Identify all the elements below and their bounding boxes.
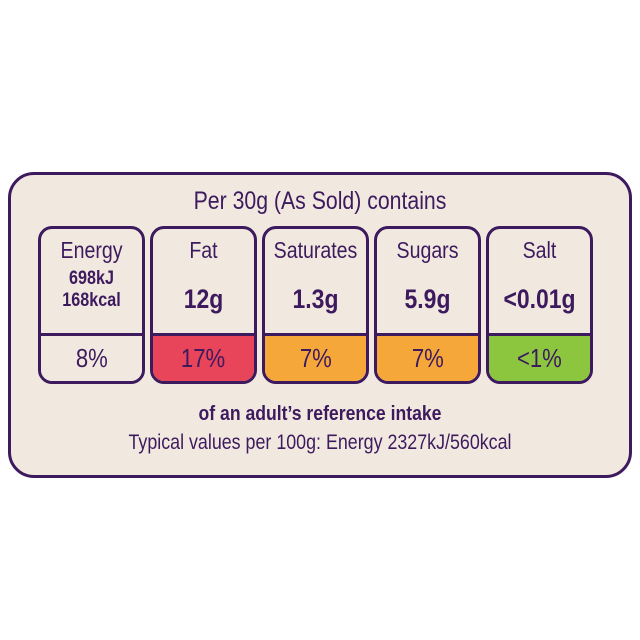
nutrient-name: Saturates [273, 237, 358, 263]
nutrient-percent: 17% [153, 336, 254, 381]
nutrient-name: Sugars [396, 237, 459, 263]
nutrition-label: Per 30g (As Sold) contains Energy 698kJ … [8, 172, 632, 478]
nutrient-saturates: Saturates 1.3g 7% [262, 226, 369, 384]
nutrient-cells: Energy 698kJ 168kcal 8% Fat 12g 17% Satu… [38, 226, 593, 384]
typical-values-note: Typical values per 100g: Energy 2327kJ/5… [128, 431, 512, 454]
nutrient-name: Fat [189, 237, 218, 263]
nutrient-salt: Salt <0.01g <1% [486, 226, 593, 384]
nutrient-percent: 8% [41, 336, 142, 381]
label-heading: Per 30g (As Sold) contains [193, 187, 447, 215]
reference-intake-note: of an adult’s reference intake [198, 403, 442, 425]
nutrient-name: Energy [60, 237, 123, 263]
nutrient-energy: Energy 698kJ 168kcal 8% [38, 226, 145, 384]
nutrient-fat: Fat 12g 17% [150, 226, 257, 384]
nutrient-value-kj: 698kJ [69, 268, 114, 289]
nutrient-percent: 7% [265, 336, 366, 381]
nutrient-value: 1.3g [292, 284, 339, 314]
nutrient-percent: <1% [489, 336, 590, 381]
nutrient-value: 5.9g [404, 284, 451, 314]
nutrient-percent: 7% [377, 336, 478, 381]
nutrient-sugars: Sugars 5.9g 7% [374, 226, 481, 384]
nutrient-value: 12g [183, 284, 224, 314]
nutrient-value: <0.01g [503, 284, 576, 314]
nutrient-value-kcal: 168kcal [62, 290, 121, 311]
nutrient-name: Salt [522, 237, 557, 263]
